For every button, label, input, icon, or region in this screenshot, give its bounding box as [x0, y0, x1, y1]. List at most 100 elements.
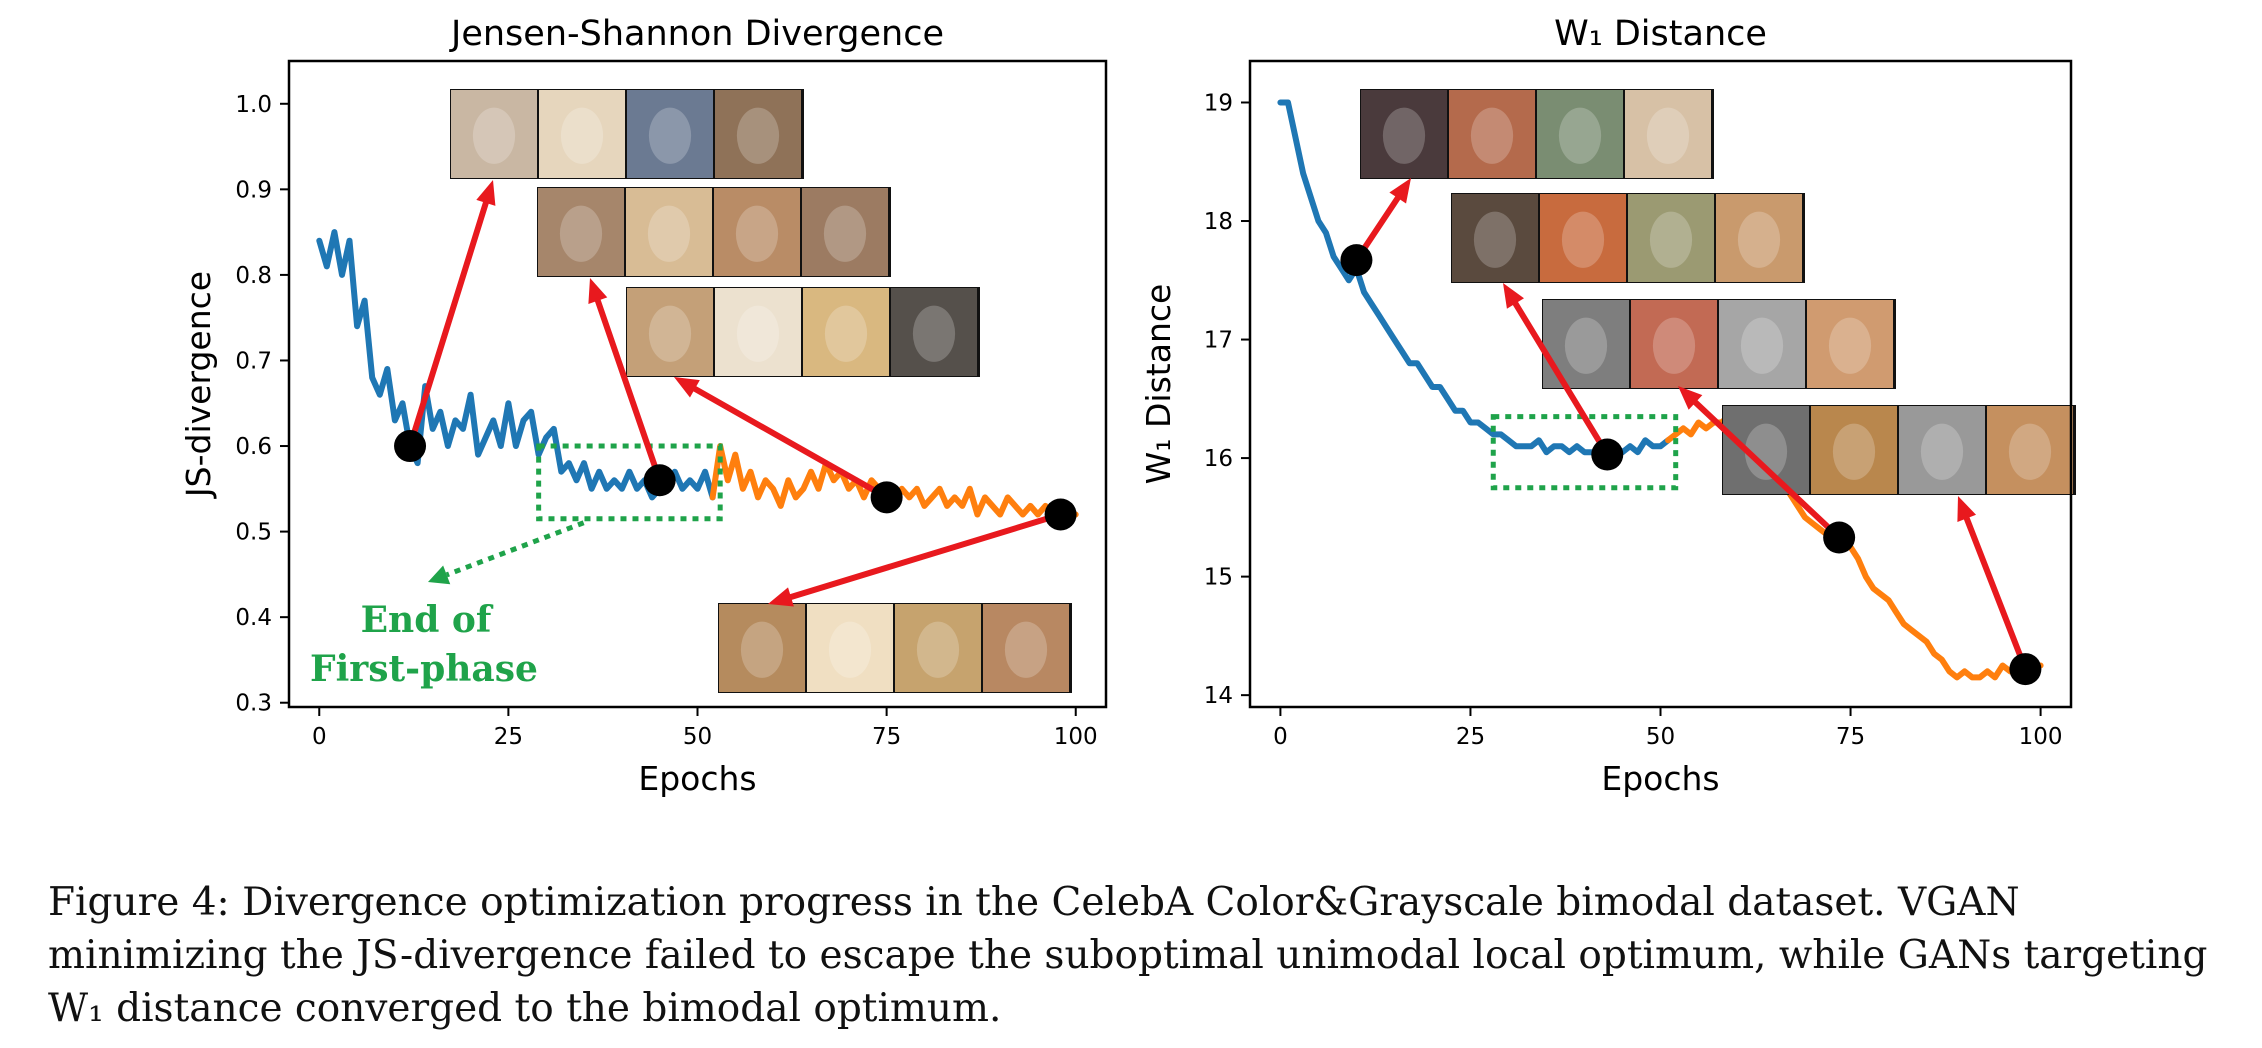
sample-face-image	[895, 604, 981, 692]
sample-strip-3	[718, 603, 1072, 693]
sample-face-shape	[648, 305, 692, 362]
figure-caption: Figure 4: Divergence optimization progre…	[48, 880, 2208, 1031]
sample-face-image	[538, 188, 624, 276]
arrow-head-2	[1678, 386, 1703, 410]
sample-face-shape	[1649, 211, 1693, 268]
x-tick-label: 0	[1273, 724, 1288, 750]
sample-face-shape	[648, 107, 692, 164]
x-tick-label: 25	[1456, 724, 1485, 750]
y-tick-label: 0.5	[235, 520, 272, 546]
arrow-head-1	[1503, 283, 1525, 309]
sample-face-shape	[472, 107, 516, 164]
checkpoint-marker-2	[870, 481, 903, 514]
y-tick-label: 17	[1204, 328, 1233, 354]
arrow-head-0	[1389, 178, 1411, 204]
sample-face-shape	[1652, 317, 1696, 374]
x-tick-label: 100	[1054, 724, 1098, 750]
arrow-line-1	[1512, 300, 1611, 458]
arrow-line-2	[1692, 399, 1843, 541]
end-of-label-line-1: End of	[361, 599, 494, 641]
sample-face-image	[1540, 194, 1626, 282]
checkpoint-marker-2	[1823, 521, 1856, 554]
sample-face-image	[1631, 300, 1717, 388]
y-tick-label: 16	[1204, 446, 1233, 472]
y-axis-label: W₁ Distance	[1139, 284, 1178, 485]
checkpoint-marker-1	[643, 464, 676, 497]
sample-strip-1	[537, 187, 891, 277]
arrow-line-3	[1963, 515, 2029, 673]
y-tick-label: 0.4	[235, 605, 272, 631]
sample-face-image	[451, 90, 537, 178]
phase-arrow-head	[428, 565, 451, 585]
sample-face-image	[891, 288, 977, 376]
y-tick-label: 14	[1204, 683, 1233, 709]
sample-face-image	[715, 288, 801, 376]
x-tick-label: 50	[1646, 724, 1675, 750]
sample-strip-0	[1360, 89, 1714, 179]
sample-strip-3	[1722, 405, 2076, 495]
y-axis-label: JS-divergence	[179, 271, 218, 499]
sample-face-image	[1628, 194, 1714, 282]
sample-face-image	[719, 604, 805, 692]
sample-strip-2	[626, 287, 980, 377]
sample-face-image	[1811, 406, 1897, 494]
sample-face-image	[1537, 90, 1623, 178]
sample-face-image	[714, 188, 800, 276]
arrow-line-2	[691, 385, 890, 501]
sample-face-shape	[735, 205, 779, 262]
sample-face-shape	[1744, 423, 1788, 480]
sample-strip-2	[1542, 299, 1896, 389]
sample-face-image	[1807, 300, 1893, 388]
sample-face-shape	[1558, 107, 1602, 164]
arrow-head-1	[588, 278, 608, 304]
sample-face-image	[715, 90, 801, 178]
arrow-line-3	[787, 511, 1064, 600]
sample-face-shape	[912, 305, 956, 362]
arrow-head-2	[674, 377, 700, 398]
sample-face-shape	[2008, 423, 2052, 480]
x-tick-label: 75	[872, 724, 901, 750]
sample-face-shape	[560, 107, 604, 164]
sample-face-image	[803, 288, 889, 376]
y-tick-label: 0.9	[235, 177, 272, 203]
sample-face-shape	[828, 621, 872, 678]
arrow-line-0	[407, 199, 489, 450]
sample-face-shape	[736, 107, 780, 164]
sample-face-shape	[1561, 211, 1605, 268]
sample-face-shape	[824, 305, 868, 362]
x-tick-label: 25	[494, 724, 523, 750]
sample-face-shape	[1920, 423, 1964, 480]
x-tick-label: 0	[312, 724, 327, 750]
chart-title: Jensen-Shannon Divergence	[449, 14, 944, 54]
sample-face-shape	[1564, 317, 1608, 374]
sample-face-image	[626, 188, 712, 276]
x-tick-label: 75	[1836, 724, 1865, 750]
sample-face-image	[1719, 300, 1805, 388]
arrow-head-0	[476, 180, 496, 206]
arrow-line-1	[594, 297, 663, 484]
y-tick-label: 0.7	[235, 348, 272, 374]
y-tick-label: 15	[1204, 565, 1233, 591]
sample-face-image	[1899, 406, 1985, 494]
sample-face-image	[627, 90, 713, 178]
sample-face-shape	[823, 205, 867, 262]
sample-face-shape	[736, 305, 780, 362]
sample-face-shape	[647, 205, 691, 262]
checkpoint-marker-1	[1591, 438, 1624, 471]
figure: 0 25 50 75 100 0.3 0.4 0.5 0.6 0.7 0.8 0.9 1.0 Jensen…	[179, 14, 2076, 798]
y-tick-label: 19	[1204, 90, 1233, 116]
x-axis-label: Epochs	[1601, 759, 1719, 798]
y-tick-label: 1.0	[235, 92, 272, 118]
sample-face-shape	[1828, 317, 1872, 374]
sample-face-image	[539, 90, 625, 178]
checkpoint-marker-3	[1044, 498, 1077, 531]
sample-face-image	[1449, 90, 1535, 178]
sample-face-shape	[1740, 317, 1784, 374]
sample-face-image	[983, 604, 1069, 692]
checkpoint-marker-3	[2009, 653, 2042, 686]
end-of-first-phase-box	[1490, 414, 1679, 491]
w1-distance-panel: 0 25 50 75 100 14 15 16 17 18 19 W₁ Distance Epochs W…	[1139, 14, 2076, 798]
y-tick-label: 18	[1204, 209, 1233, 235]
sample-strip-0	[450, 89, 804, 179]
sample-face-shape	[559, 205, 603, 262]
